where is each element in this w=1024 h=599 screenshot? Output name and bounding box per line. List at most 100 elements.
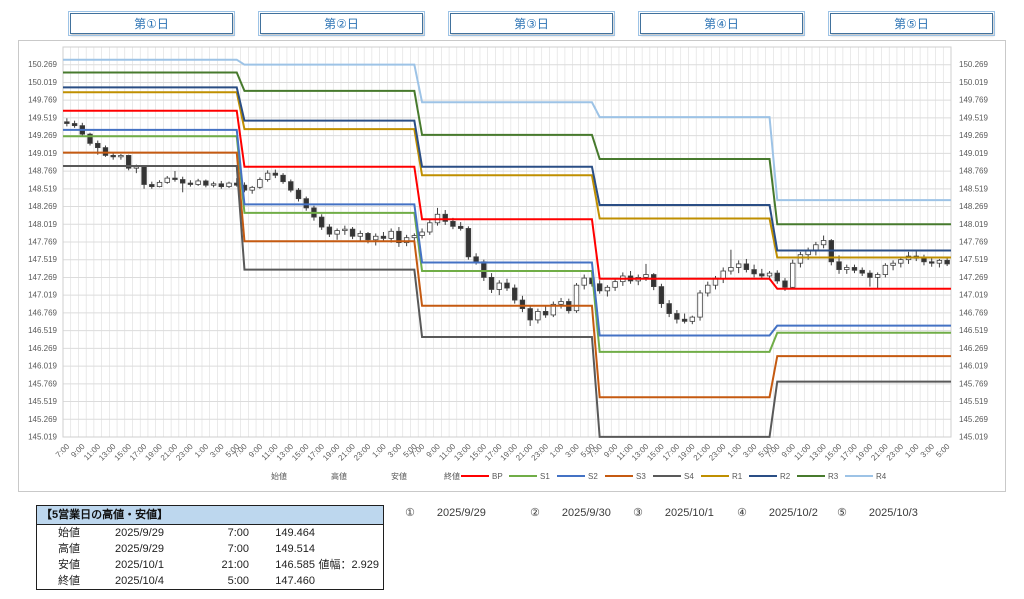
legend-candle-3: 安値 [391, 471, 407, 481]
summary-row: 終値 2025/10/4 5:00 147.460 [37, 573, 383, 589]
svg-text:148.019: 148.019 [28, 220, 57, 229]
summary-table: 【5営業日の高値・安値】 始値 2025/9/29 7:00 149.464 高値 202… [36, 505, 384, 590]
sum-extra: 値幅：2.929 [318, 559, 379, 571]
svg-text:150.269: 150.269 [28, 60, 57, 69]
svg-text:145.019: 145.019 [959, 433, 988, 442]
svg-text:1:00: 1:00 [726, 442, 744, 460]
pivot-line-R4 [63, 58, 951, 202]
legend-candle-2: 高値 [331, 471, 347, 481]
sum-date: 2025/9/29 [115, 527, 164, 539]
day-circle-number: ③ [633, 507, 643, 519]
svg-text:148.269: 148.269 [28, 202, 57, 211]
svg-text:149.269: 149.269 [28, 131, 57, 140]
pivot-line-S4 [63, 165, 951, 438]
chart-legend: 始値 高値 安値 終値 BP S1 S2 S3 S4 R1 R2 R3 R4 [271, 471, 887, 481]
sum-label: 安値 [58, 559, 80, 571]
summary-table-rows: 始値 2025/9/29 7:00 149.464 高値 2025/9/29 7:00 149… [37, 525, 383, 589]
svg-text:147.269: 147.269 [28, 273, 57, 282]
pivot-line-R2 [63, 86, 951, 252]
svg-text:147.519: 147.519 [959, 255, 988, 264]
svg-text:23:00: 23:00 [352, 442, 373, 463]
legend-label-R1: R1 [732, 472, 743, 481]
svg-text:1:00: 1:00 [370, 442, 388, 460]
svg-text:1:00: 1:00 [193, 442, 211, 460]
day-button-4[interactable]: 第④日 [638, 11, 805, 36]
sum-label: 終値 [58, 575, 80, 587]
svg-text:147.269: 147.269 [959, 273, 988, 282]
day-date: 2025/10/1 [664, 507, 714, 519]
svg-text:3:00: 3:00 [919, 442, 937, 460]
legend-label-S4: S4 [684, 472, 694, 481]
legend-label-R3: R3 [828, 472, 839, 481]
svg-text:1:00: 1:00 [903, 442, 921, 460]
pivot-line-S3 [63, 151, 951, 399]
pivot-line-BP [63, 109, 951, 290]
sum-time: 7:00 [227, 527, 249, 539]
pivot-line-R3 [63, 71, 951, 226]
day-date: 2025/9/29 [436, 507, 486, 519]
svg-text:150.269: 150.269 [959, 60, 988, 69]
svg-text:147.019: 147.019 [28, 291, 57, 300]
svg-text:149.019: 149.019 [959, 149, 988, 158]
day-date: 2025/10/2 [768, 507, 818, 519]
sum-value: 147.460 [275, 575, 315, 587]
day-circle-number: ② [530, 507, 540, 519]
x-axis-labels: 7:009:0011:0013:0015:0017:0019:0021:0023… [54, 442, 952, 463]
svg-text:149.269: 149.269 [959, 131, 988, 140]
svg-text:23:00: 23:00 [174, 442, 195, 463]
svg-text:145.019: 145.019 [28, 433, 57, 442]
svg-text:145.769: 145.769 [959, 379, 988, 388]
svg-text:146.019: 146.019 [28, 362, 57, 371]
svg-text:146.019: 146.019 [959, 362, 988, 371]
svg-text:145.519: 145.519 [28, 397, 57, 406]
sum-label: 高値 [58, 543, 80, 555]
svg-text:146.519: 146.519 [28, 326, 57, 335]
date-legend-item-4: ④ 2025/10/2 [737, 506, 818, 519]
pivot-line-S2 [63, 128, 951, 337]
svg-text:149.769: 149.769 [28, 96, 57, 105]
date-legend: ① 2025/9/29 ② 2025/9/30 ③ 2025/10/1 ④ 2025/10/2… [400, 506, 1000, 522]
day-button-2[interactable]: 第②日 [258, 11, 425, 36]
legend-label-R2: R2 [780, 472, 791, 481]
pivot-chart: 150.269 150.269 150.019 150.019 149.769 149.7… [28, 46, 988, 481]
day-button-5[interactable]: 第⑤日 [828, 11, 995, 36]
svg-text:147.769: 147.769 [959, 238, 988, 247]
svg-text:7:00: 7:00 [54, 442, 72, 460]
legend-candle-4: 終値 [444, 471, 460, 481]
day-date: 2025/9/30 [561, 507, 611, 519]
svg-text:147.019: 147.019 [959, 291, 988, 300]
svg-text:145.519: 145.519 [959, 397, 988, 406]
svg-text:145.269: 145.269 [28, 415, 57, 424]
sum-extra [315, 541, 381, 557]
svg-text:148.519: 148.519 [28, 184, 57, 193]
sum-value: 149.464 [275, 527, 315, 539]
day-button-1[interactable]: 第①日 [68, 11, 235, 36]
svg-text:149.519: 149.519 [28, 113, 57, 122]
date-legend-item-5: ⑤ 2025/10/3 [837, 506, 918, 519]
date-legend-item-2: ② 2025/9/30 [530, 506, 611, 519]
sum-date: 2025/9/29 [115, 543, 164, 555]
svg-text:145.769: 145.769 [28, 379, 57, 388]
svg-text:23:00: 23:00 [707, 442, 728, 463]
legend-label-BP: BP [492, 472, 503, 481]
pivot-line-S1 [63, 135, 951, 353]
svg-text:150.019: 150.019 [28, 78, 57, 87]
svg-text:5:00: 5:00 [934, 442, 952, 460]
sum-time: 21:00 [221, 559, 249, 571]
svg-text:148.769: 148.769 [959, 167, 988, 176]
plot-border [62, 46, 952, 438]
summary-table-title: 【5営業日の高値・安値】 [37, 506, 383, 525]
svg-text:23:00: 23:00 [885, 442, 906, 463]
svg-text:146.269: 146.269 [959, 344, 988, 353]
svg-text:146.519: 146.519 [959, 326, 988, 335]
pivot-chart-container: 150.269 150.269 150.019 150.019 149.769 149.7… [18, 40, 1006, 492]
day-circle-number: ④ [737, 507, 747, 519]
svg-text:3:00: 3:00 [386, 442, 404, 460]
svg-text:147.769: 147.769 [28, 238, 57, 247]
sum-date: 2025/10/4 [115, 575, 164, 587]
day-button-3[interactable]: 第③日 [448, 11, 615, 36]
sum-value: 149.514 [275, 543, 315, 555]
sum-extra [315, 573, 381, 589]
day-circle-number: ① [405, 507, 415, 519]
sum-time: 5:00 [227, 575, 249, 587]
